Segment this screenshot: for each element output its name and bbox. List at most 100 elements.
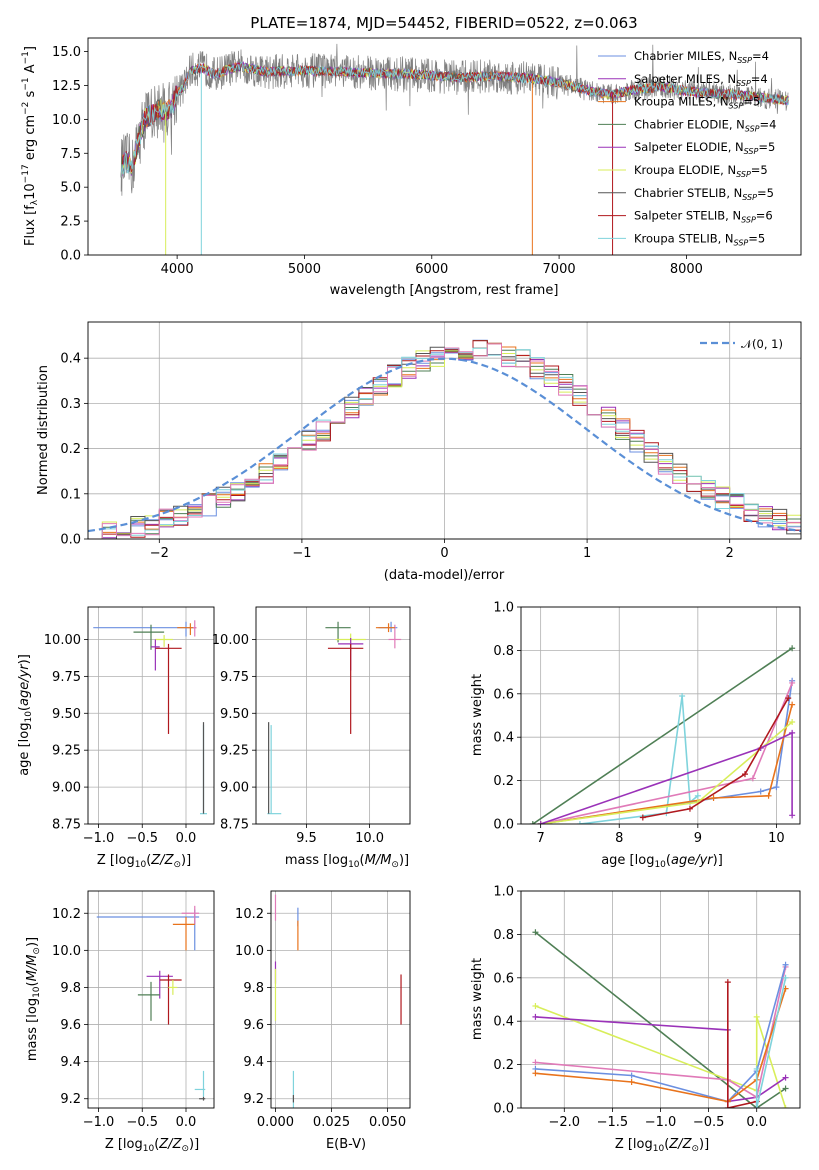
x-tick-label: 0.0	[176, 1115, 197, 1130]
y-tick-label: 12.5	[52, 79, 81, 94]
y-tick-label: 9.50	[220, 707, 249, 722]
y-tick-label: 9.25	[220, 744, 249, 759]
x-tick-label: 7	[537, 831, 545, 846]
y-tick-label: 9.8	[243, 981, 264, 996]
legend-entry: Salpeter STELIB, NSSP=6	[634, 209, 773, 225]
mass_vs_Z-panel: −1.0 −0.5 0.0 9.2 9.4 9.6 9.8 10.0 10.2	[52, 890, 215, 1130]
y-tick-label: 9.4	[60, 1055, 81, 1070]
x-tick-label: −0.5	[126, 1115, 158, 1130]
weight-line-chab_elod	[532, 647, 793, 824]
y-tick-label: 0.0	[60, 249, 81, 264]
weight-point-salp_miles	[532, 1013, 539, 1020]
y-tick-label: 0.8	[493, 928, 514, 943]
age-z-xlabel: Z [log10(Z/Z⊙)]	[97, 853, 191, 870]
weight_vs_Z-panel: −2.0 −1.5 −1.0 −0.5 0.0 0.0 0.2 0.4 0.6 0.8 1.0	[493, 885, 801, 1130]
weight_vs_Z-marks	[532, 929, 789, 1108]
weight-line-krou_miles	[540, 704, 793, 824]
age-mass-xlabel: mass [log10(M/M⊙)]	[285, 853, 409, 870]
x-tick-label: −1	[292, 546, 311, 561]
spectrum-marks	[120, 43, 789, 255]
weight-point-krou_elod	[532, 1003, 539, 1010]
x-tick-label: −1.0	[83, 1115, 115, 1130]
weight-point-krou_stel	[753, 1105, 760, 1108]
y-tick-label: 0.2	[493, 774, 514, 789]
weight-point-krou_stel	[679, 692, 686, 699]
y-tick-label: 0.2	[493, 1058, 514, 1073]
y-tick-label: 10.0	[52, 113, 81, 128]
weight-point-chab_miles	[773, 784, 780, 791]
weight-point-chab_elod	[532, 929, 539, 936]
y-tick-label: 9.6	[243, 1018, 264, 1033]
x-tick-label: −2.0	[549, 1115, 581, 1130]
x-tick-label: 2	[726, 546, 734, 561]
weight-z-ylabel: mass weight	[470, 958, 485, 1040]
x-tick-label: 1	[583, 546, 591, 561]
weight-point-pink	[789, 679, 796, 686]
y-tick-label: 9.50	[52, 707, 81, 722]
x-tick-label: 10.0	[355, 831, 384, 846]
mass_vs_Z-marks	[96, 905, 206, 1101]
weight-point-pink	[749, 775, 756, 782]
mass-z-xlabel: Z [log10(Z/Z⊙)]	[105, 1137, 199, 1154]
plots: 4000 5000 6000 7000 80000.02.55.07.510.012.5…	[44, 37, 802, 1130]
weight-point-salp_miles	[537, 821, 544, 824]
age_vs_mass-marks	[267, 621, 402, 815]
y-tick-label: 0.1	[60, 487, 81, 502]
x-tick-label: −0.5	[693, 1115, 725, 1130]
x-tick-label: −1.0	[645, 1115, 677, 1130]
y-tick-label: 9.2	[60, 1092, 81, 1107]
x-tick-label: 9	[694, 831, 702, 846]
residuals-marks	[88, 339, 801, 539]
legend-entry: Kroupa ELODIE, NSSP=5	[634, 163, 768, 179]
hist-ylabel: Normed distribution	[36, 365, 51, 495]
residuals-panel: −2 −1 0 1 2 0.0 0.1 0.2 0.3 0.4 𝒩(0, 1)	[60, 321, 802, 561]
y-tick-label: 0.0	[60, 533, 81, 548]
normal-curve	[88, 357, 801, 533]
y-tick-label: 7.5	[60, 147, 81, 162]
age_vs_Z-panel: −1.0 −0.5 0.0 8.75 9.00 9.25 9.50 9.75 10.00	[44, 606, 215, 846]
weight_vs_Z-frame	[520, 890, 801, 1109]
age_vs_mass-panel: 9.5 10.0 8.75 9.00 9.25 9.50 9.75 10.00	[212, 606, 411, 846]
x-tick-label: −2	[150, 546, 169, 561]
mass_vs_ebv-marks	[274, 894, 402, 1108]
y-tick-label: 0.2	[60, 442, 81, 457]
weight-line-chab_miles	[540, 680, 793, 824]
weight-z-xlabel: Z [log10(Z/Z⊙)]	[615, 1137, 709, 1154]
weight-point-krou_stel	[782, 974, 789, 981]
x-tick-label: 0.025	[313, 1115, 350, 1130]
weight-point-salp_miles	[789, 729, 796, 736]
weight-point-chab_elod	[789, 645, 796, 652]
y-tick-label: 9.6	[60, 1018, 81, 1033]
y-tick-label: 0.4	[60, 352, 81, 367]
weight-point-salp_stel	[686, 805, 693, 812]
x-tick-label: 0	[440, 546, 448, 561]
weight-point-krou_stel	[576, 821, 583, 824]
age_vs_Z-frame	[87, 606, 215, 825]
x-tick-label: 4000	[161, 262, 194, 277]
y-tick-label: 9.75	[52, 670, 81, 685]
y-tick-label: 5.0	[60, 181, 81, 196]
y-tick-label: 10.0	[235, 944, 264, 959]
weight-point-krou_miles	[765, 792, 772, 799]
x-tick-label: −1.5	[597, 1115, 629, 1130]
legend-entry: Salpeter MILES, NSSP=4	[634, 72, 768, 88]
age-z-ylabel: age [log10(age/yr)]	[17, 654, 34, 776]
weight-point-krou_elod	[789, 719, 796, 726]
mass_vs_ebv-frame	[270, 890, 411, 1109]
y-tick-label: 1.0	[493, 601, 514, 616]
legend-entry: Kroupa STELIB, NSSP=5	[634, 231, 765, 247]
mass_vs_Z-frame	[87, 890, 215, 1109]
y-tick-label: 9.2	[243, 1092, 264, 1107]
weight-point-krou_stel	[694, 792, 701, 799]
age_vs_Z-marks	[93, 620, 207, 815]
y-tick-label: 10.00	[212, 633, 249, 648]
weight_vs_age-marks	[529, 645, 796, 824]
spectrum-ylabel: Flux [fλ10−17 erg cm−2 s−1 A−1]	[21, 46, 40, 246]
x-tick-label: 10	[768, 831, 785, 846]
x-tick-label: −0.5	[126, 831, 158, 846]
weight-point-krou_elod	[782, 1105, 789, 1108]
weight-point-salp_miles	[789, 812, 796, 819]
weight-point-pink	[532, 1059, 539, 1066]
weight-age-ylabel: mass weight	[470, 674, 485, 756]
